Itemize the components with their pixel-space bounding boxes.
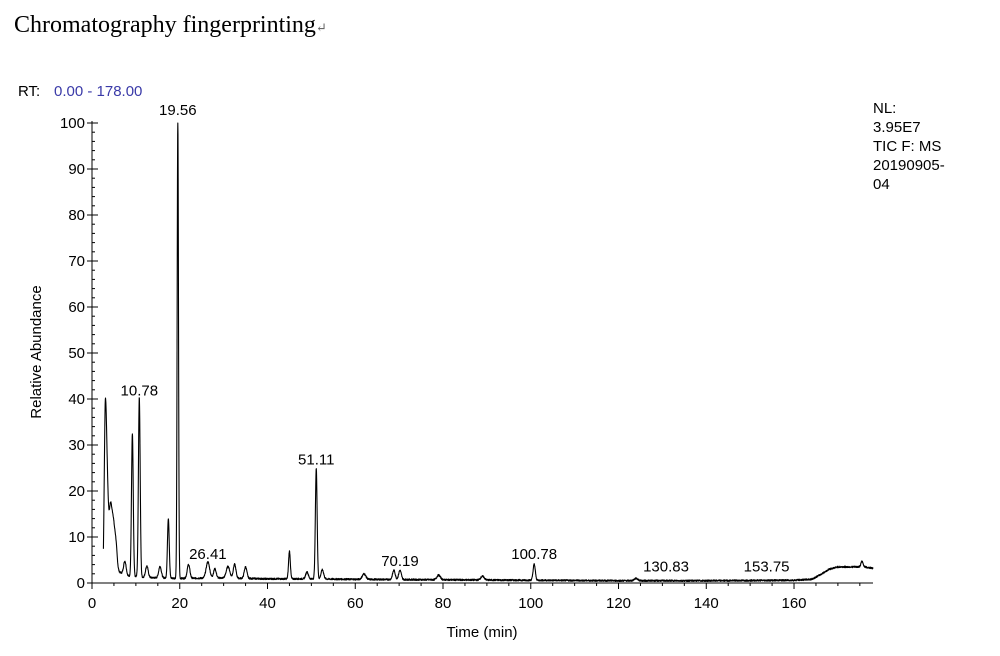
x-axis-title: Time (min) bbox=[446, 624, 517, 641]
peak-label: 70.19 bbox=[381, 553, 419, 570]
x-tick-label: 140 bbox=[694, 595, 719, 612]
info-block: NL: 3.95E7 TIC F: MS 20190905- 04 bbox=[873, 100, 945, 193]
info-line: TIC F: MS bbox=[873, 138, 941, 155]
x-tick-label: 0 bbox=[88, 595, 96, 612]
axes: 0 10 20 30 40 50 60 70 80 90 100 0 20 40 60 80 100 120 140… bbox=[60, 115, 873, 612]
peak-labels: 10.78 19.56 26.41 51.11 70.19 100.78 130.83 153… bbox=[121, 102, 790, 575]
y-tick-label: 60 bbox=[68, 299, 85, 316]
y-tick-label: 90 bbox=[68, 161, 85, 178]
x-tick-label: 20 bbox=[171, 595, 188, 612]
y-tick-label: 80 bbox=[68, 207, 85, 224]
rt-range: 0.00 - 178.00 bbox=[54, 83, 142, 100]
peak-label: 51.11 bbox=[298, 452, 334, 469]
x-tick-label: 40 bbox=[259, 595, 276, 612]
x-tick-label: 60 bbox=[347, 595, 364, 612]
peak-label: 26.41 bbox=[189, 546, 227, 563]
info-line: 3.95E7 bbox=[873, 119, 921, 136]
return-mark-icon: ↵ bbox=[315, 20, 327, 35]
y-tick-label: 100 bbox=[60, 115, 85, 132]
peak-label: 10.78 bbox=[121, 383, 159, 400]
peak-label: 19.56 bbox=[159, 102, 197, 119]
page-heading: Chromatography fingerprinting↵ bbox=[14, 12, 327, 39]
y-tick-label: 40 bbox=[68, 391, 85, 408]
y-axis-title: Relative Abundance bbox=[28, 285, 45, 418]
y-tick-label: 0 bbox=[77, 575, 85, 592]
x-tick-label: 100 bbox=[518, 595, 543, 612]
x-tick-label: 120 bbox=[606, 595, 631, 612]
info-line: NL: bbox=[873, 100, 896, 117]
y-tick-label: 10 bbox=[68, 529, 85, 546]
y-tick-label: 50 bbox=[68, 345, 85, 362]
tic-trace bbox=[102, 122, 874, 583]
y-tick-label: 70 bbox=[68, 253, 85, 270]
heading-text: Chromatography fingerprinting bbox=[14, 12, 316, 38]
peak-label: 100.78 bbox=[511, 546, 557, 563]
peak-label: 153.75 bbox=[744, 558, 790, 575]
y-tick-label: 20 bbox=[68, 483, 85, 500]
info-line: 20190905- bbox=[873, 157, 945, 174]
trace-group bbox=[102, 122, 874, 583]
y-tick-label: 30 bbox=[68, 437, 85, 454]
peak-label: 130.83 bbox=[643, 558, 689, 575]
x-tick-label: 80 bbox=[435, 595, 452, 612]
rt-label: RT: bbox=[18, 83, 40, 100]
x-tick-label: 160 bbox=[782, 595, 807, 612]
info-line: 04 bbox=[873, 176, 890, 193]
